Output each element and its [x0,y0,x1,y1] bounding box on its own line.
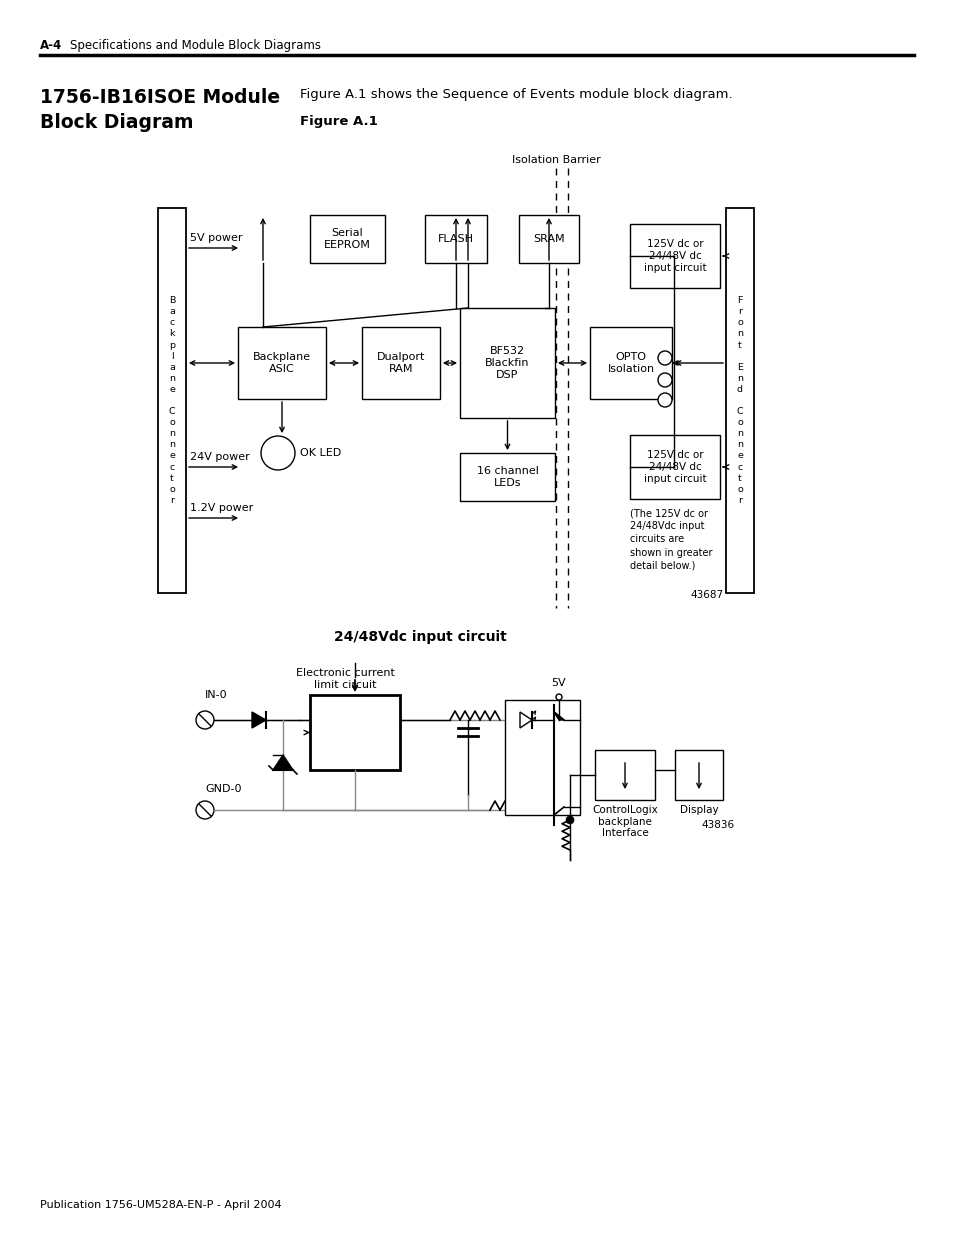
Bar [237,327,326,399]
Circle shape [556,694,561,700]
Circle shape [658,393,671,408]
Text: Block Diagram: Block Diagram [40,112,193,132]
Bar [504,700,579,815]
Circle shape [195,711,213,729]
Text: 125V dc or
24/48V dc
input circuit: 125V dc or 24/48V dc input circuit [643,240,705,273]
Text: ControlLogix
backplane
Interface: ControlLogix backplane Interface [592,805,658,839]
Bar [459,308,555,417]
Text: 5V: 5V [551,678,566,688]
Text: BF532
Blackfin
DSP: BF532 Blackfin DSP [485,346,529,379]
Text: Figure A.1: Figure A.1 [299,115,377,128]
Text: Figure A.1 shows the Sequence of Events module block diagram.: Figure A.1 shows the Sequence of Events … [299,88,732,101]
Text: FLASH: FLASH [437,233,474,245]
Text: 1756-IB16ISOE Module: 1756-IB16ISOE Module [40,88,280,107]
Text: (The 125V dc or
24/48Vdc input
circuits are
shown in greater
detail below.): (The 125V dc or 24/48Vdc input circuits … [629,508,712,571]
Polygon shape [519,713,532,727]
Bar [629,435,720,499]
Polygon shape [273,755,293,769]
Bar [518,215,578,263]
Text: SRAM: SRAM [533,233,564,245]
Circle shape [658,351,671,366]
Text: Serial
EEPROM: Serial EEPROM [324,228,371,249]
Text: OPTO
Isolation: OPTO Isolation [607,352,654,374]
Text: Publication 1756-UM528A-EN-P - April 2004: Publication 1756-UM528A-EN-P - April 200… [40,1200,281,1210]
Circle shape [658,373,671,387]
Text: F
r
o
n
t
 
E
n
d
 
C
o
n
n
e
c
t
o
r: F r o n t E n d C o n n e c t o r [736,296,742,505]
Bar [158,207,186,593]
Text: 43836: 43836 [701,820,734,830]
Text: OK LED: OK LED [299,448,341,458]
Text: 24V power: 24V power [190,452,250,462]
Bar [310,215,385,263]
Text: IN-0: IN-0 [205,690,228,700]
Text: Electronic current
limit circuit: Electronic current limit circuit [295,668,394,690]
Text: Display: Display [679,805,718,815]
Bar [725,207,753,593]
Bar [675,750,722,800]
Text: B
a
c
k
p
l
a
n
e
 
C
o
n
n
e
c
t
o
r: B a c k p l a n e C o n n e c t o r [169,296,175,505]
Text: 43687: 43687 [690,590,723,600]
Bar [424,215,486,263]
Text: Isolation Barrier: Isolation Barrier [511,156,599,165]
Text: 125V dc or
24/48V dc
input circuit: 125V dc or 24/48V dc input circuit [643,451,705,484]
Text: A-4: A-4 [40,38,62,52]
Bar [629,224,720,288]
Text: Dualport
RAM: Dualport RAM [376,352,425,374]
Bar [310,695,399,769]
Text: 16 channel
LEDs: 16 channel LEDs [476,466,537,488]
Text: 1.2V power: 1.2V power [190,503,253,513]
Text: Specifications and Module Block Diagrams: Specifications and Module Block Diagrams [55,38,320,52]
Circle shape [261,436,294,471]
Text: GND-0: GND-0 [205,784,241,794]
Bar [361,327,439,399]
Bar [589,327,671,399]
Polygon shape [554,713,563,720]
Bar [459,453,555,501]
Text: 24/48Vdc input circuit: 24/48Vdc input circuit [334,630,506,643]
Text: Backplane
ASIC: Backplane ASIC [253,352,311,374]
Polygon shape [252,713,266,727]
Circle shape [195,802,213,819]
Circle shape [565,816,574,824]
Text: 5V power: 5V power [190,233,242,243]
Bar [595,750,655,800]
